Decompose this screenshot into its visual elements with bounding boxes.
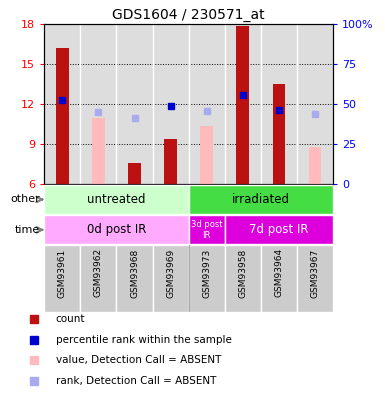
Bar [189,245,225,312]
Text: 3d post
IR: 3d post IR [191,220,223,239]
Bar [236,26,249,184]
Bar [116,245,152,312]
Text: percentile rank within the sample: percentile rank within the sample [56,335,232,345]
Bar [152,245,189,312]
Bar [44,185,189,214]
Text: count: count [56,314,85,324]
Text: 0d post IR: 0d post IR [87,223,146,237]
Bar [261,245,297,312]
Text: GSM93968: GSM93968 [130,248,139,298]
Text: GSM93973: GSM93973 [202,248,211,298]
Text: 7d post IR: 7d post IR [249,223,309,237]
Text: time: time [15,225,40,235]
Bar [200,126,213,184]
Bar [189,185,333,214]
Bar [309,147,321,184]
Text: GSM93964: GSM93964 [275,248,283,298]
Text: GSM93958: GSM93958 [238,248,247,298]
Bar [44,245,80,312]
Text: GSM93967: GSM93967 [310,248,320,298]
Bar [56,48,69,184]
Bar [92,117,105,184]
Text: other: other [11,194,40,205]
Bar [225,245,261,312]
Bar [189,215,225,245]
Bar [44,215,189,245]
Text: rank, Detection Call = ABSENT: rank, Detection Call = ABSENT [56,376,216,386]
Text: GSM93961: GSM93961 [58,248,67,298]
Text: GSM93969: GSM93969 [166,248,175,298]
Bar [225,215,333,245]
Bar [273,84,285,184]
Text: value, Detection Call = ABSENT: value, Detection Call = ABSENT [56,355,221,365]
Text: GSM93962: GSM93962 [94,248,103,298]
Bar [80,245,116,312]
Bar [128,163,141,184]
Text: untreated: untreated [87,193,146,206]
Text: irradiated: irradiated [232,193,290,206]
Bar [297,245,333,312]
Title: GDS1604 / 230571_at: GDS1604 / 230571_at [112,8,265,22]
Bar [164,139,177,184]
